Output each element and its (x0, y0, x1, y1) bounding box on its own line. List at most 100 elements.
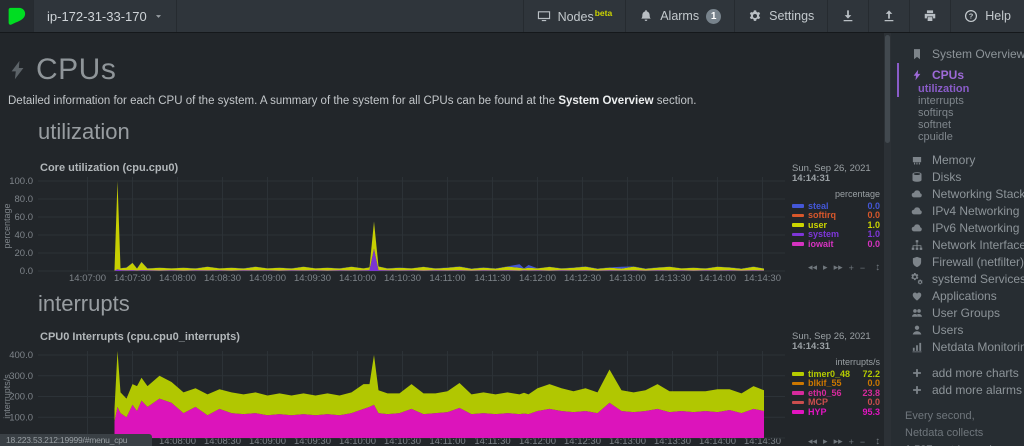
disk-icon (911, 171, 923, 183)
sidebar-gap (891, 355, 1024, 364)
sidebar-item-cpus[interactable]: CPUs (891, 66, 1024, 83)
alarms-button[interactable]: Alarms 1 (625, 0, 734, 32)
sidebar-item-memory[interactable]: Memory (891, 151, 1024, 168)
play-button[interactable]: ▸ (823, 436, 828, 446)
sidebar-item-systemd-services[interactable]: systemd Services (891, 270, 1024, 287)
hostname-dropdown[interactable]: ip-172-31-33-170 (33, 0, 176, 32)
chart-plot-utilization[interactable]: 14:07:0014:07:3014:08:0014:08:3014:09:00… (2, 176, 785, 284)
sidebar-item-label: Memory (932, 153, 975, 167)
legend-row-blkif_55[interactable]: blkif_550.0 (792, 379, 880, 389)
x-tick-label: 14:13:30 (654, 273, 691, 284)
print-button[interactable] (909, 0, 950, 32)
zoom-in-button[interactable]: + (849, 263, 854, 273)
series-swatch (792, 382, 804, 386)
legend-row-HYP[interactable]: HYP95.3 (792, 407, 880, 417)
users-icon (911, 307, 923, 319)
sidebar-item-system-overview[interactable]: System Overview (891, 45, 1024, 62)
scrollbar-thumb[interactable] (885, 35, 890, 143)
sidebar-item-users[interactable]: Users (891, 321, 1024, 338)
pan-forward-button[interactable]: ▸▸ (834, 436, 843, 446)
legend-row-steal[interactable]: steal0.0 (792, 201, 880, 211)
sidebar-item-utilization[interactable]: utilization (891, 83, 1024, 95)
x-tick-label: 14:08:00 (159, 273, 196, 284)
charts-canvas[interactable]: 14:07:0014:07:3014:08:0014:08:3014:09:00… (0, 33, 884, 446)
gear-icon (748, 9, 762, 23)
series-swatch (792, 410, 804, 414)
y-tick-label: 100.0 (9, 176, 33, 187)
settings-button[interactable]: Settings (734, 0, 827, 32)
zoom-out-button[interactable]: − (860, 437, 865, 446)
zoom-in-button[interactable]: + (849, 437, 854, 446)
legend-row-timer0_48[interactable]: timer0_4872.2 (792, 369, 880, 379)
pan-forward-button[interactable]: ▸▸ (834, 262, 843, 273)
help-label: Help (985, 9, 1011, 23)
y-tick-label: 60.0 (15, 212, 34, 223)
sidebar-item-disks[interactable]: Disks (891, 168, 1024, 185)
legend-row-system[interactable]: system1.0 (792, 230, 880, 240)
sidebar-item-network-interfaces[interactable]: Network Interfaces (891, 236, 1024, 253)
sidebar-item-ipv4-networking[interactable]: IPv4 Networking (891, 202, 1024, 219)
legend-units: interrupts/s (792, 357, 880, 367)
sidebar-item-networking-stack[interactable]: Networking Stack (891, 185, 1024, 202)
legend-row-eth0_56[interactable]: eth0_5623.8 (792, 388, 880, 398)
series-name: HYP (808, 407, 827, 417)
sidebar-item-firewall-netfilter[interactable]: Firewall (netfilter) (891, 253, 1024, 270)
series-name: timer0_48 (808, 369, 850, 379)
legend-row-iowait[interactable]: iowait0.0 (792, 239, 880, 249)
sidebar-item-applications[interactable]: Applications (891, 287, 1024, 304)
series-name: blkif_55 (808, 378, 842, 388)
series-value: 0.0 (867, 239, 880, 249)
sidebar-item-label: CPUs (932, 68, 964, 82)
legend-time: 14:14:31 (792, 174, 880, 184)
series-value: 1.0 (867, 220, 880, 230)
chart-resize-handle[interactable]: ↕ (875, 262, 880, 273)
sidebar-item-label: softnet (918, 119, 951, 131)
legend-row-softirq[interactable]: softirq0.0 (792, 211, 880, 221)
x-tick-label: 14:12:30 (564, 273, 601, 284)
sidebar-item-add-more-charts[interactable]: add more charts (891, 364, 1024, 381)
series-value: 0.0 (867, 397, 880, 407)
top-navbar: ip-172-31-33-170 Nodesbeta Alarms 1 Sett… (0, 0, 1024, 33)
pan-backward-button[interactable]: ◂◂ (808, 262, 817, 273)
chevron-down-icon (154, 12, 163, 21)
series-swatch (792, 233, 804, 237)
chart-resize-handle[interactable]: ↕ (875, 436, 880, 446)
import-button[interactable] (827, 0, 868, 32)
gears-icon (911, 273, 923, 285)
sidebar-item-cpuidle[interactable]: cpuidle (891, 131, 1024, 143)
help-button[interactable]: Help (950, 0, 1024, 32)
bookmark-icon (911, 48, 923, 60)
sidebar-item-interrupts[interactable]: interrupts (891, 95, 1024, 107)
series-value: 1.0 (867, 229, 880, 239)
cloud-icon (911, 205, 923, 217)
pan-backward-button[interactable]: ◂◂ (808, 436, 817, 446)
netdata-logo[interactable] (0, 0, 33, 32)
sidebar-item-softirqs[interactable]: softirqs (891, 107, 1024, 119)
series-swatch (792, 204, 804, 208)
x-tick-label: 14:09:30 (294, 273, 331, 284)
shield-icon (911, 256, 923, 268)
legend-row-MCP[interactable]: MCP0.0 (792, 398, 880, 408)
y-tick-label: 400.0 (9, 350, 33, 361)
sidebar-item-netdata-monitoring[interactable]: Netdata Monitoring (891, 338, 1024, 355)
sidebar-item-softnet[interactable]: softnet (891, 119, 1024, 131)
chart-plot-interrupts[interactable]: 14:07:0014:07:3014:08:0014:08:3014:09:00… (2, 350, 785, 446)
play-button[interactable]: ▸ (823, 262, 828, 273)
monitor-icon (537, 9, 551, 23)
sidebar-item-add-more-alarms[interactable]: add more alarms (891, 381, 1024, 398)
series-name: user (808, 220, 827, 230)
zoom-out-button[interactable]: − (860, 263, 865, 273)
browser-status-bar: 18.223.53.212:19999/#menu_cpu (0, 434, 152, 446)
export-button[interactable] (868, 0, 909, 32)
nodes-button[interactable]: Nodesbeta (523, 0, 626, 32)
hostname-label: ip-172-31-33-170 (47, 9, 147, 24)
header-spacer (176, 0, 523, 32)
sidebar-item-label: add more alarms (932, 383, 1022, 397)
legend-units: percentage (792, 189, 880, 199)
legend-row-user[interactable]: user 1.0 (792, 220, 880, 230)
x-tick-label: 14:14:30 (744, 273, 781, 284)
sidebar-item-ipv6-networking[interactable]: IPv6 Networking (891, 219, 1024, 236)
sidebar-item-user-groups[interactable]: User Groups (891, 304, 1024, 321)
series-swatch (792, 242, 804, 246)
page-scrollbar[interactable] (884, 33, 891, 446)
